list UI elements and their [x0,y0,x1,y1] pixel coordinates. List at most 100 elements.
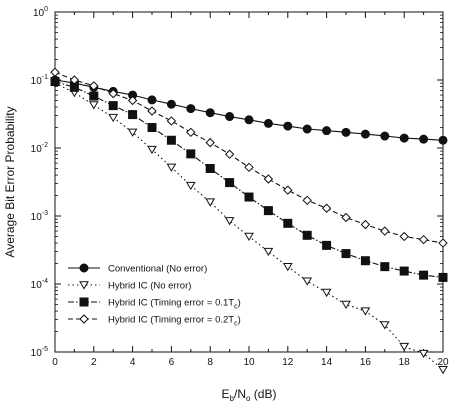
data-point-s4 [69,75,80,85]
data-point-s2 [263,247,274,257]
data-point-s4 [341,212,351,223]
data-point-s1 [263,118,273,128]
legend-label-3: Hybrid IC (Timing error = 0.1Tc) [108,298,241,311]
data-point-s1 [225,112,235,122]
y-tick-label-base: 10 [31,76,43,87]
data-point-s3 [108,101,118,111]
data-point-s1 [186,104,196,114]
y-tick-label: 10-5 [31,346,48,359]
data-point-s2 [438,365,448,375]
data-point-s4 [283,185,293,195]
data-point-s1 [205,108,215,118]
series-1-markers [50,75,448,145]
data-point-s2 [379,321,390,330]
data-point-s4 [244,162,254,173]
data-point-s2 [302,277,313,286]
legend-label-sub: c [234,321,238,328]
data-point-s2 [399,342,410,352]
series-4-markers [50,67,448,248]
x-tick-label: 0 [52,357,58,368]
legend-label-tail: ) [238,315,241,326]
data-point-s1 [438,135,448,145]
data-point-s3 [263,206,273,216]
y-tick-label: 10-4 [31,278,48,291]
data-point-s4 [302,195,312,206]
data-point-s3 [186,149,196,159]
data-point-s3 [283,218,293,228]
legend-label-text: Hybrid IC (No error) [108,281,191,292]
data-point-s3 [244,192,254,202]
x-tick-label: 14 [321,357,333,368]
data-point-s3 [419,270,429,280]
y-tick-label-base: 10 [31,348,43,359]
y-tick-label-exp: -5 [42,346,48,353]
data-point-s2 [418,349,429,359]
y-tick-label: 10-1 [31,74,48,87]
axis-ticks [54,11,444,353]
x-tick-label: 20 [437,357,449,368]
data-point-s2 [185,181,196,191]
data-point-s1 [341,127,351,137]
data-point-s2 [88,101,99,110]
data-point-s1 [147,95,157,105]
data-point-s1 [283,121,293,131]
data-point-s4 [418,234,429,245]
data-point-s3 [128,110,138,120]
x-tick-label: 4 [130,357,136,368]
data-point-s2 [341,300,351,310]
x-tick-label: 10 [243,357,255,368]
data-point-s4 [127,95,138,106]
legend-label-4: Hybrid IC (Timing error = 0.2Tc) [108,315,241,328]
x-axis-title-sub-b: b [230,394,235,403]
data-point-s2 [321,288,332,298]
legend-label-tail: ) [238,298,241,309]
x-tick-label: 8 [207,357,213,368]
data-point-s2 [127,128,138,137]
data-point-s3 [89,91,99,101]
data-point-s2 [244,232,254,242]
legend: Conventional (No error) Hybrid IC (No err… [68,263,241,328]
y-tick-label-base: 10 [33,8,45,19]
y-tick-label-base: 10 [31,212,43,223]
x-axis-title: Eb/No (dB) [222,387,277,403]
series-line-3 [54,80,444,278]
data-point-s2 [224,217,235,226]
legend-label-text: Hybrid IC (Timing error = 0.2T [108,315,234,326]
data-point-s3 [205,163,215,173]
y-tick-label-exp: -2 [42,142,48,149]
data-point-s2 [108,113,119,123]
data-point-s1 [302,124,312,134]
data-point-s4 [147,106,157,116]
legend-marker-1 [79,263,89,273]
data-point-s1 [322,126,332,136]
data-point-s4 [399,231,409,242]
data-point-s4 [205,137,215,148]
y-tick-label-exp: -4 [42,278,48,285]
data-point-s3 [380,262,390,272]
legend-marker-2 [79,281,89,290]
x-tick-label: 6 [169,357,175,368]
y-tick-label-exp: -1 [42,74,48,81]
series-3-markers [50,77,448,282]
y-tick-label-exp: 0 [44,6,48,13]
y-tick-label-base: 10 [31,144,43,155]
data-point-s3 [438,272,448,282]
data-point-s3 [50,77,60,87]
data-point-s1 [399,133,409,143]
x-tick-label: 12 [282,357,294,368]
data-point-s2 [360,307,371,316]
data-point-s4 [380,226,390,236]
data-point-s3 [166,135,176,145]
data-point-s2 [166,163,177,172]
y-tick-label-exp: -3 [42,210,48,217]
data-point-s4 [108,88,118,99]
data-point-s3 [147,123,157,133]
data-point-s4 [263,174,274,184]
x-axis-title-e: E [222,387,230,401]
legend-label-2: Hybrid IC (No error) [108,281,191,292]
data-point-s3 [399,266,409,276]
x-axis-title-sub-o: o [246,394,251,403]
y-tick-label-base: 10 [31,280,43,291]
